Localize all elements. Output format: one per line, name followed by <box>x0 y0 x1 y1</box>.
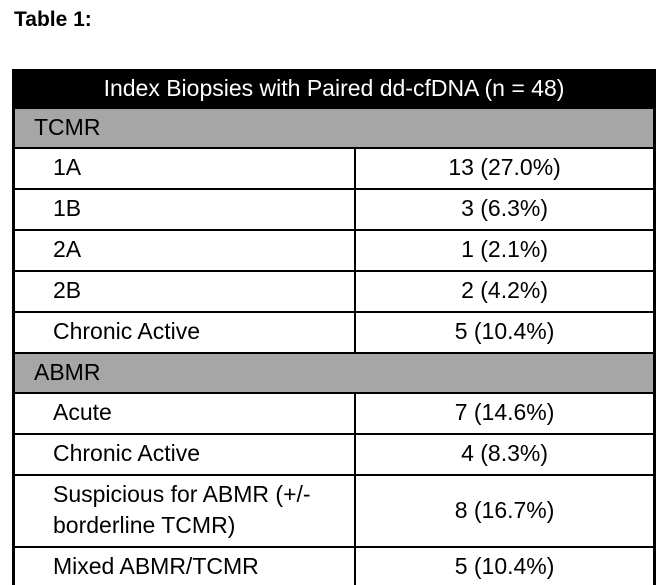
table-row: Chronic Active 4 (8.3%) <box>12 433 656 476</box>
biopsy-table: Index Biopsies with Paired dd-cfDNA (n =… <box>12 69 656 585</box>
table-row: 2B 2 (4.2%) <box>12 270 656 313</box>
table-row: 1A 13 (27.0%) <box>12 147 656 190</box>
row-value: 4 (8.3%) <box>354 433 656 476</box>
row-label: 1B <box>12 188 357 231</box>
row-value: 5 (10.4%) <box>354 311 656 354</box>
row-label: Acute <box>12 392 357 435</box>
row-value: 5 (10.4%) <box>354 546 656 585</box>
table-header-row: Index Biopsies with Paired dd-cfDNA (n =… <box>13 70 655 108</box>
table-row: Chronic Active 5 (10.4%) <box>12 311 656 354</box>
row-value: 13 (27.0%) <box>354 147 656 190</box>
table-body: TCMR 1A 13 (27.0%) 1B 3 (6.3%) 2A 1 (2.1%) 2B 2 … <box>12 107 656 585</box>
row-label: 2A <box>12 229 357 272</box>
row-value: 1 (2.1%) <box>354 229 656 272</box>
row-value: 8 (16.7%) <box>354 474 656 548</box>
section-label: ABMR <box>12 352 656 394</box>
table-header: Index Biopsies with Paired dd-cfDNA (n =… <box>13 70 655 108</box>
row-value: 2 (4.2%) <box>354 270 656 313</box>
table-row: Acute 7 (14.6%) <box>12 392 656 435</box>
table-row: 2A 1 (2.1%) <box>12 229 656 272</box>
table-row: Suspicious for ABMR (+/- borderline TCMR… <box>12 474 656 548</box>
table-caption: Table 1: <box>14 8 92 31</box>
table-row: Mixed ABMR/TCMR 5 (10.4%) <box>12 546 656 585</box>
row-label: 2B <box>12 270 357 313</box>
row-label: Mixed ABMR/TCMR <box>12 546 357 585</box>
row-label: Chronic Active <box>12 433 357 476</box>
row-label: Suspicious for ABMR (+/- borderline TCMR… <box>12 474 357 548</box>
table-row: 1B 3 (6.3%) <box>12 188 656 231</box>
row-label: 1A <box>12 147 357 190</box>
section-label: TCMR <box>12 107 656 149</box>
row-value: 7 (14.6%) <box>354 392 656 435</box>
section-row: ABMR <box>12 352 656 394</box>
row-value: 3 (6.3%) <box>354 188 656 231</box>
section-row: TCMR <box>12 107 656 149</box>
row-label: Chronic Active <box>12 311 357 354</box>
